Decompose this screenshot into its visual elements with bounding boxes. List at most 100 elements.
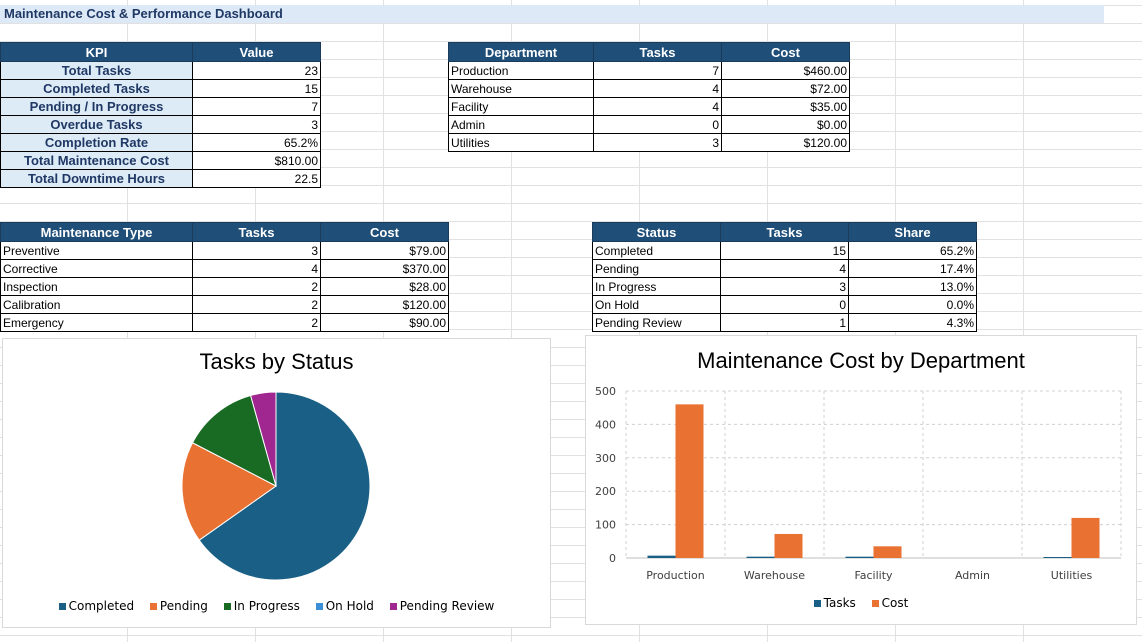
bar-cost-production[interactable] (675, 404, 704, 558)
pie-slice-pending[interactable] (181, 442, 277, 541)
table-row: Facility 4 $35.00 (448, 97, 850, 116)
tasks-cell[interactable]: 3 (720, 277, 849, 296)
legend-item-cost[interactable]: Cost (871, 596, 908, 610)
cost-cell[interactable]: $370.00 (320, 259, 449, 278)
kpi-label[interactable]: Total Maintenance Cost (0, 151, 193, 170)
legend-label: On Hold (325, 599, 374, 613)
legend-item-completed[interactable]: Completed (58, 599, 134, 613)
table-row: Pending / In Progress 7 (0, 97, 321, 116)
pie-slice-in-progress[interactable] (191, 394, 277, 487)
bar-tasks-utilities[interactable] (1043, 556, 1072, 558)
bar-legend: Tasks Cost (586, 596, 1136, 610)
kpi-label[interactable]: Completion Rate (0, 133, 193, 152)
tasks-cell[interactable]: 3 (192, 241, 321, 260)
bar-cost-utilities[interactable] (1071, 517, 1100, 558)
table-row: In Progress 3 13.0% (592, 277, 977, 296)
type-cell[interactable]: Inspection (0, 277, 193, 296)
cost-cell[interactable]: $120.00 (721, 133, 850, 152)
tasks-cell[interactable]: 0 (720, 295, 849, 314)
tasks-header: Tasks (192, 222, 321, 242)
status-header: Status (592, 222, 721, 242)
kpi-value[interactable]: 7 (192, 97, 321, 116)
kpi-label[interactable]: Completed Tasks (0, 79, 193, 98)
bar-cost-facility[interactable] (873, 546, 902, 558)
tasks-cell[interactable]: 2 (192, 295, 321, 314)
tasks-cell[interactable]: 4 (192, 259, 321, 278)
tasks-cell[interactable]: 7 (593, 61, 722, 80)
share-cell[interactable]: 65.2% (848, 241, 977, 260)
kpi-value[interactable]: 22.5 (192, 169, 321, 188)
kpi-value[interactable]: $810.00 (192, 151, 321, 170)
table-row: Overdue Tasks 3 (0, 115, 321, 134)
pie-chart-tasks-by-status[interactable]: Tasks by Status Completed Pending In Pro… (2, 338, 551, 628)
share-cell[interactable]: 13.0% (848, 277, 977, 296)
cost-cell[interactable]: $0.00 (721, 115, 850, 134)
bar-chart-cost-by-department[interactable]: Maintenance Cost by Department 0 100 200 30… (585, 335, 1137, 625)
kpi-value[interactable]: 23 (192, 61, 321, 80)
status-cell[interactable]: Completed (592, 241, 721, 260)
table-row: Inspection 2 $28.00 (0, 277, 449, 296)
cost-cell[interactable]: $28.00 (320, 277, 449, 296)
tasks-cell[interactable]: 2 (192, 313, 321, 332)
share-cell[interactable]: 4.3% (848, 313, 977, 332)
table-row: Total Downtime Hours 22.5 (0, 169, 321, 188)
cost-cell[interactable]: $90.00 (320, 313, 449, 332)
table-row: Completed 15 65.2% (592, 241, 977, 260)
status-cell[interactable]: On Hold (592, 295, 721, 314)
department-cell[interactable]: Admin (448, 115, 594, 134)
table-row: Pending 4 17.4% (592, 259, 977, 278)
cost-cell[interactable]: $460.00 (721, 61, 850, 80)
table-row: Warehouse 4 $72.00 (448, 79, 850, 98)
legend-item-pending[interactable]: Pending (149, 599, 208, 613)
kpi-label[interactable]: Total Downtime Hours (0, 169, 193, 188)
pie-slice-completed[interactable] (198, 391, 371, 581)
pie-legend: Completed Pending In Progress On Hold Pe… (3, 599, 550, 613)
bar-tasks-facility[interactable] (845, 556, 874, 558)
status-cell[interactable]: Pending (592, 259, 721, 278)
kpi-label[interactable]: Overdue Tasks (0, 115, 193, 134)
legend-item-on-hold[interactable]: On Hold (315, 599, 374, 613)
type-cell[interactable]: Calibration (0, 295, 193, 314)
pie-slice-pending-review[interactable] (250, 391, 277, 487)
type-cell[interactable]: Corrective (0, 259, 193, 278)
department-cell[interactable]: Utilities (448, 133, 594, 152)
tasks-cell[interactable]: 4 (593, 79, 722, 98)
legend-label: In Progress (233, 599, 300, 613)
type-cell[interactable]: Preventive (0, 241, 193, 260)
kpi-label[interactable]: Pending / In Progress (0, 97, 193, 116)
status-cell[interactable]: Pending Review (592, 313, 721, 332)
status-cell[interactable]: In Progress (592, 277, 721, 296)
kpi-value[interactable]: 15 (192, 79, 321, 98)
legend-item-in-progress[interactable]: In Progress (223, 599, 300, 613)
legend-swatch (315, 603, 323, 610)
department-cell[interactable]: Warehouse (448, 79, 594, 98)
cost-cell[interactable]: $120.00 (320, 295, 449, 314)
legend-item-tasks[interactable]: Tasks (813, 596, 856, 610)
cost-cell[interactable]: $79.00 (320, 241, 449, 260)
tasks-header: Tasks (720, 222, 849, 242)
bar-cost-warehouse[interactable] (774, 533, 803, 558)
department-cell[interactable]: Facility (448, 97, 594, 116)
tasks-cell[interactable]: 4 (720, 259, 849, 278)
bar-tasks-production[interactable] (647, 555, 676, 558)
share-cell[interactable]: 17.4% (848, 259, 977, 278)
kpi-value[interactable]: 65.2% (192, 133, 321, 152)
tasks-cell[interactable]: 0 (593, 115, 722, 134)
tasks-cell[interactable]: 15 (720, 241, 849, 260)
legend-item-pending-review[interactable]: Pending Review (389, 599, 494, 613)
maintenance-type-table: Maintenance Type Tasks Cost Preventive 3 $… (0, 222, 449, 332)
cost-cell[interactable]: $72.00 (721, 79, 850, 98)
tasks-cell[interactable]: 3 (593, 133, 722, 152)
tasks-cell[interactable]: 1 (720, 313, 849, 332)
cost-cell[interactable]: $35.00 (721, 97, 850, 116)
bar-tasks-warehouse[interactable] (746, 556, 775, 558)
kpi-label[interactable]: Total Tasks (0, 61, 193, 80)
department-cell[interactable]: Production (448, 61, 594, 80)
type-cell[interactable]: Emergency (0, 313, 193, 332)
share-header: Share (848, 222, 977, 242)
tasks-cell[interactable]: 4 (593, 97, 722, 116)
department-header: Department (448, 42, 594, 62)
tasks-cell[interactable]: 2 (192, 277, 321, 296)
kpi-value[interactable]: 3 (192, 115, 321, 134)
share-cell[interactable]: 0.0% (848, 295, 977, 314)
